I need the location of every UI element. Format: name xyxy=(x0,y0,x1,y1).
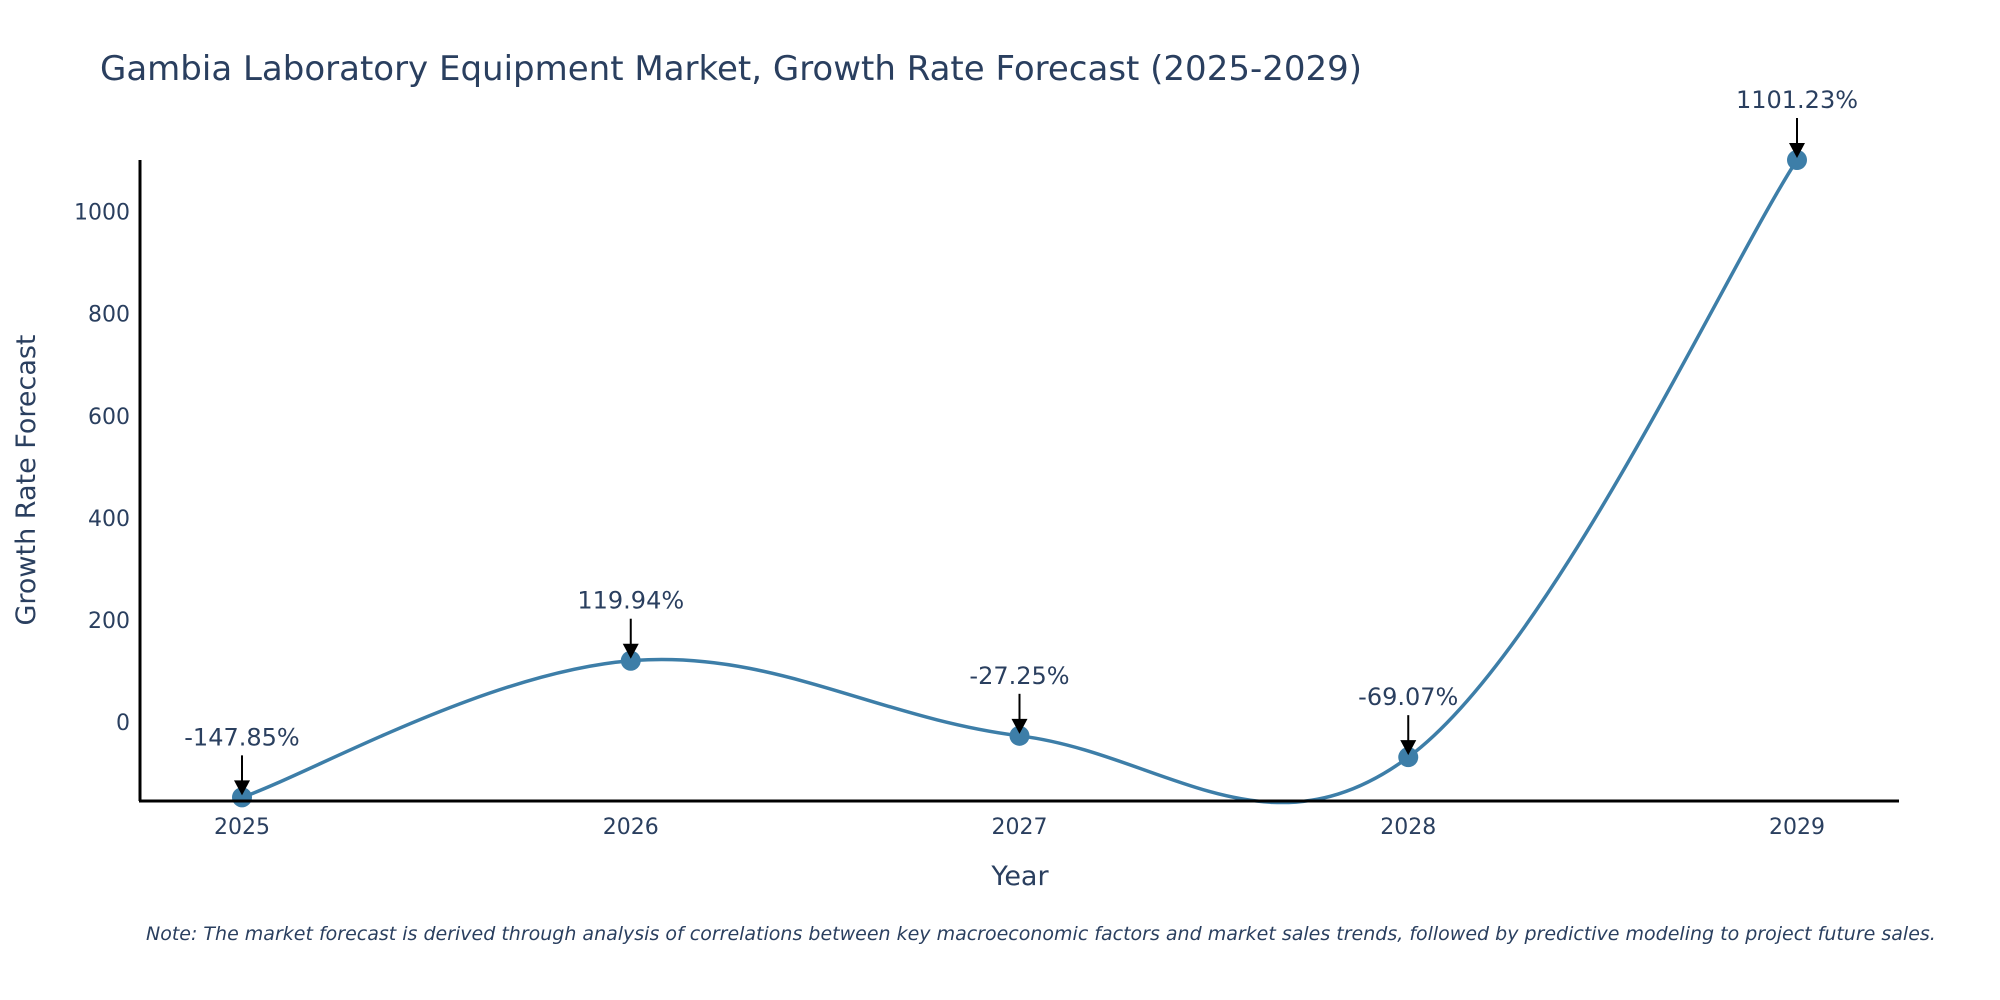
data-point xyxy=(620,650,641,671)
data-label: -69.07% xyxy=(1358,683,1458,711)
annotation-arrowhead xyxy=(1011,718,1028,734)
y-tick-label: 600 xyxy=(88,405,130,430)
annotation-arrowhead xyxy=(1789,143,1805,158)
data-point xyxy=(1009,725,1030,746)
x-tick-label: 2026 xyxy=(603,815,659,840)
data-label: 119.94% xyxy=(577,587,684,615)
x-axis-ticks: 2025 2026 2027 2028 2029 xyxy=(214,815,1825,840)
y-axis-ticks: 0 200 400 600 800 1000 xyxy=(74,201,130,736)
x-tick-label: 2025 xyxy=(214,815,270,840)
y-tick-label: 1000 xyxy=(74,201,130,226)
y-axis-title: Growth Rate Forecast xyxy=(11,334,42,625)
annotation-arrowhead xyxy=(234,780,250,796)
data-label: -147.85% xyxy=(184,723,299,751)
series-line xyxy=(241,159,1799,805)
x-tick-label: 2027 xyxy=(992,815,1048,840)
data-label: -27.25% xyxy=(969,662,1069,690)
annotation-arrowhead xyxy=(1400,740,1417,756)
y-tick-label: 0 xyxy=(116,711,130,736)
y-tick-label: 200 xyxy=(88,609,130,634)
x-axis-title: Year xyxy=(990,861,1049,892)
x-tick-label: 2028 xyxy=(1380,815,1436,840)
data-annotations: -147.85% 119.94% -27.25% -69.07% 1101.23% xyxy=(184,86,1858,796)
footnote: Note: The market forecast is derived thr… xyxy=(146,923,1936,945)
y-tick-label: 400 xyxy=(88,507,130,532)
data-label: 1101.23% xyxy=(1736,86,1858,114)
chart-title: Gambia Laboratory Equipment Market, Grow… xyxy=(100,49,1362,89)
data-point xyxy=(1398,747,1419,768)
x-tick-label: 2029 xyxy=(1769,815,1825,840)
data-point xyxy=(1787,150,1807,170)
y-tick-label: 800 xyxy=(88,303,130,328)
annotation-arrowhead xyxy=(622,643,639,659)
